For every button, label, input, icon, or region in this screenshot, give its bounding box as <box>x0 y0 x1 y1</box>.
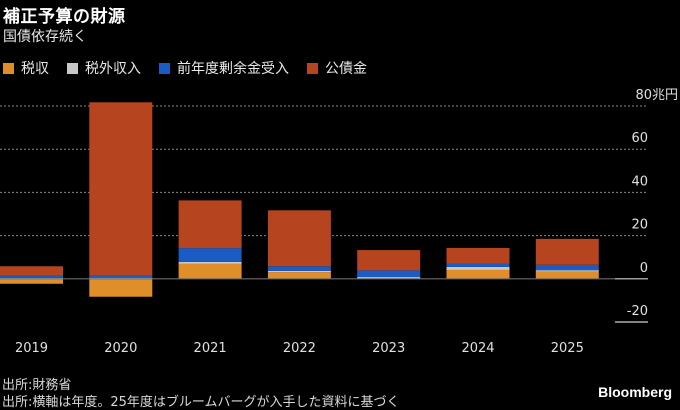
bar-segment <box>535 238 599 265</box>
legend-item-tax: 税収 <box>3 58 49 78</box>
bar-segment <box>0 266 63 276</box>
bloomberg-logo: Bloomberg <box>598 384 672 400</box>
bar-segment <box>357 250 421 271</box>
bar-segment <box>446 247 510 264</box>
y-tick-label: 60 <box>631 131 648 146</box>
bar-segment <box>89 278 153 297</box>
bar-segment <box>89 102 153 276</box>
bar-segment <box>178 200 242 249</box>
y-tick-label: 40 <box>631 174 648 189</box>
bar-segment <box>267 210 331 267</box>
legend-label: 前年度剰余金受入 <box>177 61 289 77</box>
x-tick-label: 2020 <box>104 341 137 356</box>
bar-segment <box>446 266 510 270</box>
bar-segment <box>178 248 242 262</box>
bar-segment <box>178 263 242 279</box>
bar-segment <box>267 272 331 279</box>
legend-item-surplus: 前年度剰余金受入 <box>159 58 289 78</box>
bar-segment <box>0 275 63 278</box>
bar-segment <box>267 266 331 271</box>
source-note: 出所:財務省 <box>2 378 72 393</box>
legend-swatch <box>307 62 318 74</box>
axis-note: 出所:横軸は年度。25年度はブルームバーグが入手した資料に基づく <box>2 395 400 410</box>
chart-subtitle: 国債依存続く <box>3 29 87 45</box>
y-tick-label: 20 <box>631 218 648 233</box>
x-tick-label: 2019 <box>15 341 48 356</box>
bar-segment <box>89 275 153 278</box>
bar-segment <box>446 269 510 279</box>
bar-segment <box>535 271 599 279</box>
x-tick-label: 2025 <box>551 341 584 356</box>
bar-segment <box>0 278 63 284</box>
bar-segment <box>535 270 599 272</box>
x-tick-label: 2022 <box>283 341 316 356</box>
bar-segment <box>178 261 242 264</box>
y-tick-label: 80兆円 <box>635 88 678 103</box>
x-tick-label: 2024 <box>461 341 494 356</box>
legend-label: 税外収入 <box>85 61 141 77</box>
bar-segment <box>357 270 421 278</box>
legend-item-nontax: 税外収入 <box>67 58 141 78</box>
legend-swatch <box>3 62 14 74</box>
legend-label: 公債金 <box>325 61 367 77</box>
bar-segment <box>267 270 331 273</box>
legend-swatch <box>159 62 170 74</box>
bar-segment <box>535 264 599 271</box>
legend-swatch <box>67 62 78 74</box>
y-tick-label: -20 <box>627 304 648 319</box>
x-tick-label: 2023 <box>372 341 405 356</box>
legend-label: 税収 <box>21 61 49 77</box>
x-tick-label: 2021 <box>194 341 227 356</box>
legend-item-bonds: 公債金 <box>307 58 367 78</box>
y-tick-label: 0 <box>640 261 648 276</box>
legend: 税収 税外収入 前年度剰余金受入 公債金 <box>3 58 385 78</box>
bar-segment <box>446 263 510 267</box>
chart-title: 補正予算の財源 <box>3 7 126 27</box>
bar-segment <box>357 277 421 279</box>
